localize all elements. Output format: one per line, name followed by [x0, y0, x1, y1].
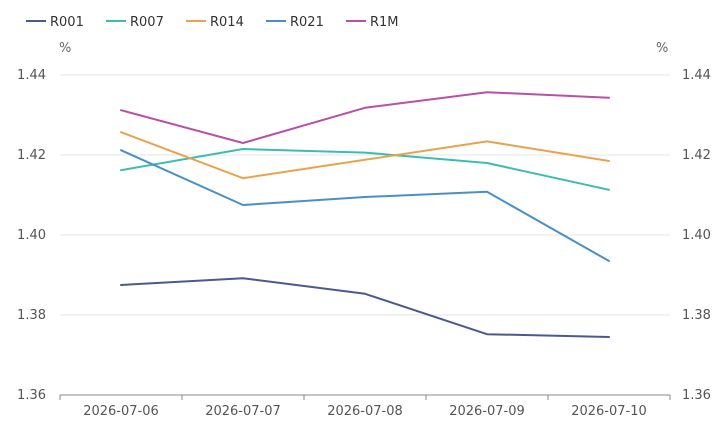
legend-label: R014: [210, 15, 244, 30]
y-tick-label-right: 1.38: [682, 308, 711, 323]
y-tick-label-left: 1.44: [17, 68, 46, 83]
y-tick-label-right: 1.44: [682, 68, 711, 83]
legend-label: R1M: [370, 15, 399, 30]
y-tick-label-left: 1.36: [17, 388, 46, 403]
legend-item-r001[interactable]: R001: [26, 15, 84, 30]
series-line-r007: [120, 148, 610, 191]
legend-label: R007: [130, 15, 164, 30]
series-line-r1m: [120, 91, 610, 144]
series-lines: [120, 91, 610, 338]
x-tick-label: 2026-07-08: [327, 404, 403, 419]
y-tick-label-left: 1.42: [17, 148, 46, 163]
y-tick-label-right: 1.42: [682, 148, 711, 163]
legend-label: R021: [290, 15, 324, 30]
legend-item-r021[interactable]: R021: [266, 15, 324, 30]
left-axis-unit: %: [59, 41, 71, 56]
legend-item-r007[interactable]: R007: [106, 15, 164, 30]
series-line-r021: [120, 149, 610, 262]
y-tick-label-left: 1.40: [17, 228, 46, 243]
legend-item-r1m[interactable]: R1M: [346, 15, 399, 30]
y-tick-label-right: 1.40: [682, 228, 711, 243]
series-line-r001: [120, 277, 610, 338]
grid-lines: [60, 74, 670, 396]
x-tick-label: 2026-07-07: [205, 404, 281, 419]
series-line-r014: [120, 131, 610, 180]
x-tick-label: 2026-07-09: [449, 404, 525, 419]
x-tick-label: 2026-07-10: [571, 404, 647, 419]
legend-label: R001: [50, 15, 84, 30]
legend: R001 R007 R014 R021 R1M: [26, 15, 399, 30]
x-tick-label: 2026-07-06: [83, 404, 159, 419]
y-tick-label-right: 1.36: [682, 388, 711, 403]
legend-item-r014[interactable]: R014: [186, 15, 244, 30]
y-tick-label-left: 1.38: [17, 308, 46, 323]
axes: 1.36 1.36 1.38 1.38 1.40 1.40 1.42 1.42 1.44 1.44…: [17, 68, 711, 419]
right-axis-unit: %: [656, 41, 668, 56]
